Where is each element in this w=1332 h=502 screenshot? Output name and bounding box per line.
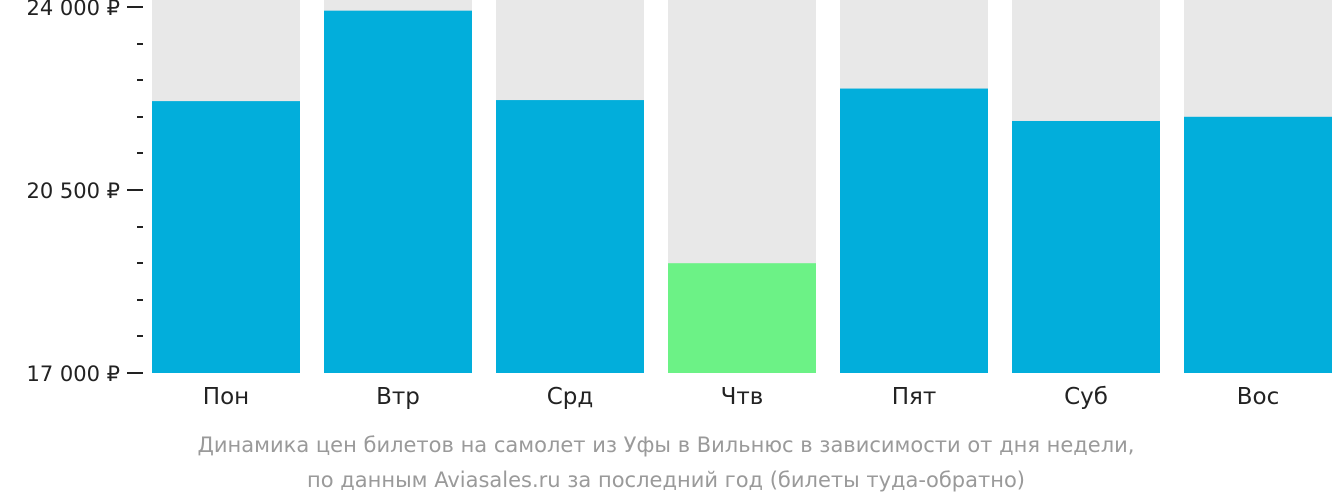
x-tick-label: Втр: [376, 384, 420, 410]
x-tick-label: Пон: [203, 384, 249, 410]
chart-caption-line-1: Динамика цен билетов на самолет из Уфы в…: [197, 433, 1135, 457]
y-tick-label: 24 000 ₽: [26, 0, 120, 20]
x-axis: Пон Втр Срд Чтв Пят Суб Вос: [203, 384, 1279, 410]
y-tick-label: 20 500 ₽: [26, 179, 120, 203]
bars: [152, 10, 1332, 374]
bar-7: [1184, 116, 1332, 374]
bar-2: [324, 10, 472, 373]
bar-6: [1012, 120, 1160, 374]
y-axis: 24 000 ₽ 20 500 ₽ 17 000 ₽: [26, 0, 143, 386]
y-tick-label: 17 000 ₽: [26, 362, 120, 386]
x-tick-label: Суб: [1064, 384, 1108, 410]
x-tick-label: Вос: [1237, 384, 1280, 410]
x-tick-label: Пят: [892, 384, 937, 410]
bar-3: [496, 100, 644, 373]
x-tick-label: Срд: [547, 384, 594, 410]
x-tick-label: Чтв: [721, 384, 764, 410]
bar-1: [152, 101, 300, 373]
chart-caption-line-2: по данным Aviasales.ru за последний год …: [307, 468, 1025, 492]
bar-4: [668, 263, 816, 373]
bar-5: [840, 88, 988, 374]
